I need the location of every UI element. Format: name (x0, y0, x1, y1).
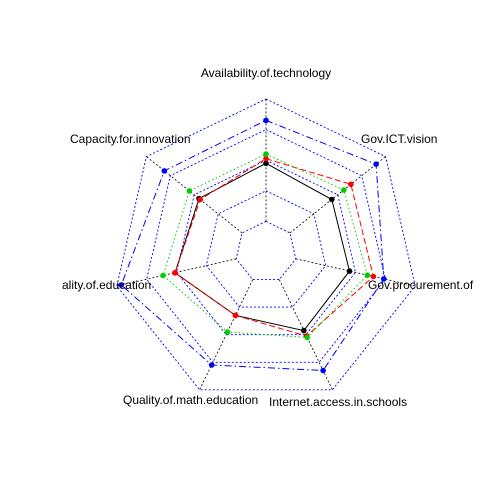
series-3-point-7 (186, 188, 193, 194)
series-3 (160, 151, 371, 341)
grid-ring-5 (116, 98, 416, 391)
series-3-point-6 (160, 272, 166, 279)
series-3-point-2 (341, 187, 347, 193)
series-4 (118, 117, 387, 374)
series-4-point-5 (208, 362, 215, 368)
axis-label-quality-of-education: ality.of.education (62, 278, 151, 292)
series-4-line (120, 119, 385, 372)
series-1-point-1 (263, 160, 269, 167)
series-3-point-3 (364, 272, 371, 279)
series-2-point-5 (232, 312, 239, 319)
axis-label-internet-access-in-schools: Internet.access.in.schools (269, 395, 407, 409)
series-4-point-3 (381, 276, 387, 282)
series-4-point-6 (118, 282, 125, 288)
series-1-point-2 (329, 196, 335, 203)
grid-spoke-2 (289, 156, 386, 234)
axis-label-capacity-for-innovation: Capacity.for.innovation (70, 132, 191, 146)
axis-label-availability-of-technology: Availability.of.technology (201, 66, 331, 80)
series-2-point-3 (370, 273, 377, 280)
series-2-line (174, 158, 374, 337)
series-3-point-1 (263, 151, 269, 157)
series-2-point-6 (172, 270, 178, 276)
grid-ring-1 (235, 220, 297, 281)
axis-label-quality-of-math-education: Quality.of.math.education (123, 393, 258, 407)
series-4-point-4 (320, 367, 326, 374)
grid-spoke-3 (295, 258, 416, 287)
series-1-line (174, 162, 351, 332)
radar-series (118, 117, 387, 374)
axis-labels: Availability.of.technology Gov.ICT.visio… (62, 66, 474, 409)
series-1-point-4 (301, 327, 307, 334)
series-2-point-2 (348, 181, 354, 188)
series-2 (172, 155, 377, 339)
grid-spoke-5 (199, 279, 254, 390)
grid-ring-2 (205, 190, 327, 308)
series-4-point-7 (161, 168, 168, 174)
series-1-point-3 (346, 268, 353, 274)
series-4-point-1 (263, 117, 269, 124)
series-4-point-2 (373, 161, 379, 167)
axis-label-gov-ict-vision: Gov.ICT.vision (361, 132, 437, 146)
grid-spoke-7 (146, 156, 243, 234)
series-3-point-5 (224, 329, 231, 335)
axis-label-gov-procurement-of: Gov.procurement.of (368, 278, 474, 292)
series-2-point-7 (197, 196, 203, 203)
series-3-point-4 (304, 334, 311, 341)
series-3-line (162, 153, 368, 339)
grid-ring-3 (176, 159, 356, 336)
series-2-point-1 (263, 155, 269, 162)
